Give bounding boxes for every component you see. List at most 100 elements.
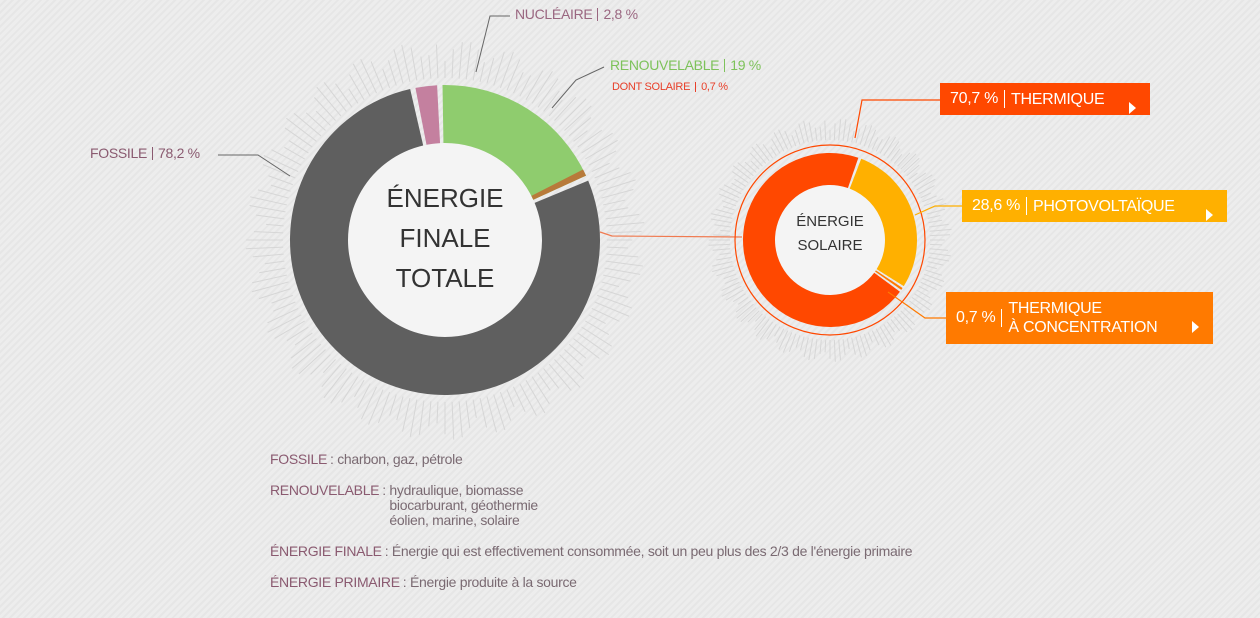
decor-tick — [543, 368, 560, 389]
decor-tick — [249, 205, 286, 213]
decor-tick — [559, 98, 587, 126]
decor-tick — [606, 230, 642, 234]
decor-tick — [803, 120, 809, 143]
decor-tick — [903, 307, 915, 318]
decor-tick — [486, 57, 495, 84]
decor-tick — [871, 137, 879, 150]
decor-tick — [715, 208, 734, 215]
category-name: THERMIQUE — [1011, 90, 1105, 108]
decor-tick — [859, 124, 867, 145]
decor-tick — [714, 224, 731, 228]
decor-tick — [274, 320, 305, 339]
decor-tick — [418, 400, 425, 435]
decor-tick — [712, 248, 731, 251]
separator — [152, 146, 154, 160]
decor-tick — [594, 301, 630, 317]
segment-box: 28,6 % PHOTOVOLTAÏQUE — [962, 190, 1227, 222]
decor-tick — [928, 256, 950, 262]
decor-tick — [354, 380, 365, 398]
segment-label: RENOUVELABLE 19 % — [610, 57, 761, 73]
segment-box: 0,7 % THERMIQUE À CONCENTRATION — [946, 292, 1213, 344]
decor-tick — [759, 321, 774, 340]
decor-tick — [716, 269, 735, 277]
definition-term: ÉNERGIE PRIMAIRE — [270, 574, 400, 590]
decor-tick — [436, 401, 439, 424]
decor-tick — [711, 213, 733, 219]
category-name: FOSSILE — [90, 145, 148, 161]
decor-tick — [554, 96, 577, 121]
leader-line — [854, 99, 940, 139]
decor-tick — [794, 129, 801, 145]
decor-tick — [925, 269, 942, 276]
decor-tick — [890, 319, 901, 332]
decor-tick — [499, 51, 514, 88]
decor-tick — [294, 332, 313, 346]
separator — [1026, 197, 1028, 215]
annotation-value: 0,7 % — [701, 81, 728, 93]
decor-tick — [451, 401, 455, 440]
decor-tick — [851, 130, 855, 143]
decor-tick — [723, 205, 735, 211]
separator — [1001, 309, 1003, 327]
value-label: 0,7 % — [956, 309, 996, 326]
donut-segment — [875, 270, 903, 290]
decor-tick — [914, 174, 933, 187]
sub-segment — [531, 169, 587, 200]
decor-tick — [724, 277, 738, 285]
decor-tick — [519, 75, 532, 97]
decor-tick — [735, 300, 751, 313]
decor-tick — [720, 229, 731, 232]
decor-tick — [310, 354, 331, 375]
leader-line — [599, 231, 743, 238]
decor-tick — [754, 316, 767, 331]
decor-tick — [264, 260, 285, 265]
decor-tick — [824, 339, 827, 353]
decor-tick — [886, 141, 900, 159]
donut-segment — [442, 85, 587, 200]
leader-line — [914, 205, 962, 216]
decor-tick — [923, 198, 944, 207]
decor-tick — [458, 42, 463, 79]
definition-term: FOSSILE — [270, 451, 328, 467]
value-label: 78,2 % — [158, 145, 200, 161]
decor-tick — [360, 59, 377, 94]
decor-tick — [814, 127, 818, 141]
decor-tick — [259, 267, 286, 274]
decor-tick — [867, 129, 877, 148]
decor-tick — [370, 61, 384, 91]
decor-tick — [833, 123, 836, 141]
decor-tick — [396, 396, 404, 421]
decor-tick — [298, 349, 326, 375]
decor-tick — [929, 252, 951, 257]
decor-tick — [335, 83, 353, 108]
decor-tick — [266, 223, 284, 227]
decor-tick — [842, 339, 846, 356]
decor-tick — [929, 234, 951, 237]
decor-tick — [564, 105, 592, 131]
decor-tick — [568, 117, 592, 137]
decor-tick — [479, 398, 488, 428]
decor-tick — [499, 392, 512, 421]
decor-tick — [513, 386, 526, 413]
decor-tick — [846, 123, 851, 142]
decor-tick — [377, 392, 391, 424]
decor-tick — [420, 56, 425, 80]
decor-tick — [918, 285, 929, 292]
decor-tick — [731, 182, 744, 191]
decor-tick — [723, 184, 742, 195]
decor-tick — [267, 308, 299, 324]
decor-tick — [791, 134, 797, 147]
decor-tick — [718, 193, 738, 203]
annotation-label: DONT SOLAIRE 0,7 % — [612, 81, 728, 93]
decor-tick — [348, 88, 359, 104]
decor-tick — [451, 49, 454, 79]
decor-tick — [305, 112, 326, 131]
decor-tick — [548, 99, 563, 117]
decor-tick — [506, 389, 515, 408]
decor-tick — [316, 86, 342, 117]
decor-tick — [513, 72, 524, 94]
center-title: ÉNERGIE — [796, 213, 864, 230]
decor-tick — [773, 132, 785, 152]
decor-tick — [409, 399, 418, 438]
